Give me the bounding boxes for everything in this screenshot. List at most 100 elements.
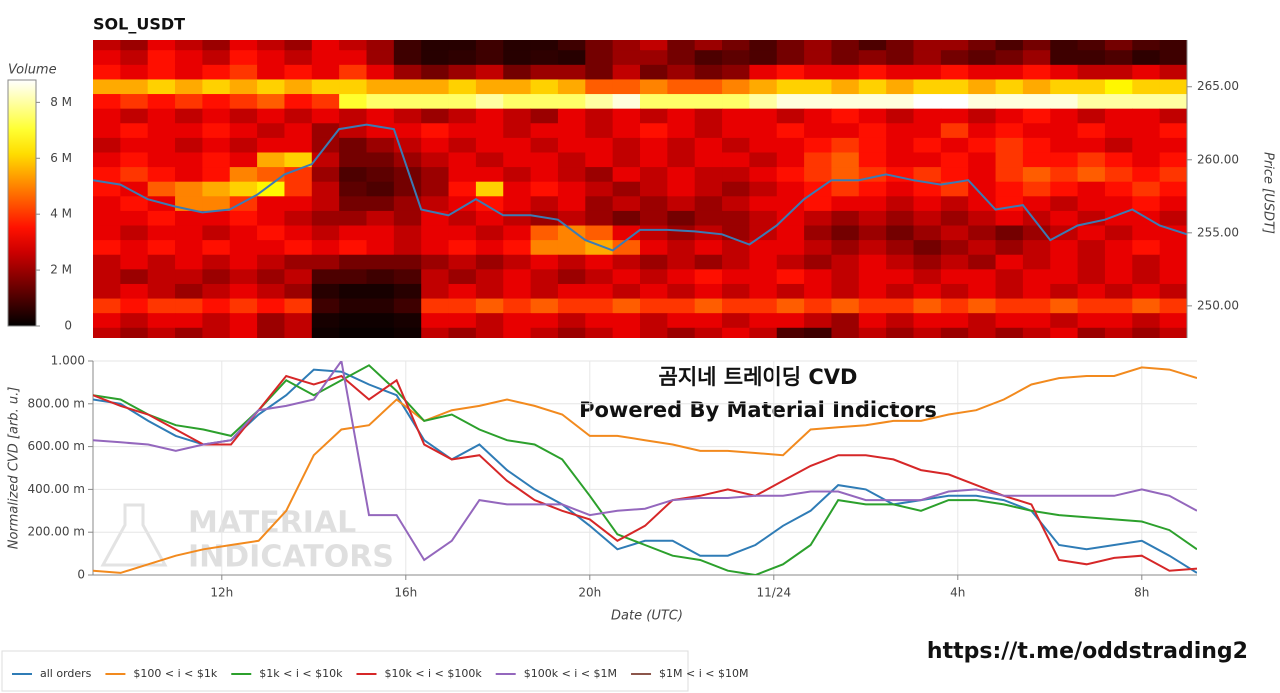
heatmap-cell	[284, 327, 313, 338]
heatmap-cell	[421, 108, 449, 124]
heatmap-cell	[229, 269, 258, 285]
heatmap-cell	[968, 298, 996, 314]
heatmap-cell	[722, 225, 750, 241]
heatmap-cell	[311, 313, 340, 329]
heatmap-cell	[339, 283, 367, 299]
heatmap-cell	[913, 79, 942, 95]
heatmap-cell	[120, 327, 149, 338]
heatmap-cell	[284, 210, 313, 226]
heatmap-cell	[1077, 181, 1106, 197]
heatmap-cell	[858, 123, 887, 139]
heatmap-cell	[448, 79, 477, 95]
heatmap-cell	[339, 313, 367, 329]
heatmap-cell	[175, 137, 203, 153]
heatmap-cell	[1050, 240, 1078, 256]
heatmap-cell	[858, 327, 887, 338]
heatmap-cell	[968, 269, 996, 285]
heatmap-cell	[1022, 137, 1051, 153]
heatmap-cell	[257, 240, 285, 256]
heatmap-cell	[120, 94, 149, 110]
heatmap-cell	[503, 79, 531, 95]
heatmap-cell	[940, 108, 969, 124]
y-axis-label: Normalized CVD [arb. u.]	[7, 387, 22, 550]
heatmap-cell	[1050, 181, 1078, 197]
heatmap-cell	[776, 298, 805, 314]
heatmap-cell	[1132, 225, 1161, 241]
heatmap-cell	[1022, 108, 1051, 124]
heatmap-cell	[93, 64, 121, 80]
heatmap-cell	[503, 137, 531, 153]
heatmap-cell	[1104, 94, 1133, 110]
heatmap-cell	[667, 240, 696, 256]
heatmap-cell	[93, 94, 121, 110]
heatmap-cell	[1132, 40, 1161, 51]
heatmap-cell	[831, 210, 860, 226]
heatmap-cell	[968, 108, 996, 124]
heatmap-cell	[776, 181, 805, 197]
heatmap-cell	[475, 327, 504, 338]
heatmap-cell	[831, 108, 860, 124]
heatmap-cell	[202, 225, 231, 241]
heatmap-cell	[886, 94, 914, 110]
heatmap-cell	[694, 298, 723, 314]
heatmap-cell	[886, 40, 914, 51]
heatmap-cell	[940, 64, 969, 80]
heatmap-cell	[1077, 240, 1106, 256]
heatmap-cell	[1132, 283, 1161, 299]
heatmap-cell	[1104, 240, 1133, 256]
heatmap-cell	[858, 64, 887, 80]
heatmap-cell	[147, 240, 176, 256]
heatmap-cell	[366, 210, 395, 226]
series-line	[93, 366, 1197, 574]
heatmap-cell	[339, 94, 367, 110]
heatmap-cell	[1050, 269, 1078, 285]
heatmap-cell	[1022, 181, 1051, 197]
heatmap-cell	[147, 137, 176, 153]
heatmap-cell	[284, 108, 313, 124]
heatmap-cell	[831, 269, 860, 285]
heatmap-cell	[93, 269, 121, 285]
heatmap-cell	[311, 108, 340, 124]
heatmap-cell	[612, 210, 641, 226]
heatmap-cell	[93, 50, 121, 66]
heatmap-cell	[612, 225, 641, 241]
heatmap-cell	[175, 313, 203, 329]
heatmap-cell	[776, 123, 805, 139]
heatmap-cell	[257, 254, 285, 270]
heatmap-cell	[311, 225, 340, 241]
heatmap-cell	[886, 313, 914, 329]
heatmap-cell	[913, 137, 942, 153]
heatmap-cell	[1159, 181, 1187, 197]
heatmap-cell	[120, 254, 149, 270]
heatmap-cell	[339, 269, 367, 285]
heatmap-cell	[968, 240, 996, 256]
heatmap-cell	[804, 40, 832, 51]
y-axis-label: Price [USDT]	[1261, 152, 1276, 234]
heatmap-cell	[995, 313, 1024, 329]
heatmap-cell	[995, 137, 1024, 153]
y-tick-label: 600.00 m	[28, 439, 86, 453]
heatmap-cell	[366, 327, 395, 338]
heatmap-cell	[612, 240, 641, 256]
heatmap-cell	[257, 40, 285, 51]
heatmap-cell	[1159, 152, 1187, 168]
heatmap-cell	[804, 283, 832, 299]
heatmap-cell	[858, 137, 887, 153]
heatmap-cell	[530, 298, 559, 314]
heatmap-cell	[694, 181, 723, 197]
heatmap-cell	[366, 225, 395, 241]
heatmap-cell	[585, 50, 614, 66]
heatmap-cell	[147, 40, 176, 51]
heatmap-cell	[202, 64, 231, 80]
heatmap-cell	[995, 240, 1024, 256]
legend-box	[1, 650, 689, 692]
heatmap-cell	[311, 240, 340, 256]
heatmap-cell	[995, 167, 1024, 183]
heatmap-cell	[1104, 50, 1133, 66]
heatmap-cell	[503, 50, 531, 66]
heatmap-cell	[1050, 79, 1078, 95]
heatmap-cell	[284, 181, 313, 197]
heatmap-cell	[175, 240, 203, 256]
heatmap-cell	[557, 327, 586, 338]
heatmap-cell	[311, 283, 340, 299]
